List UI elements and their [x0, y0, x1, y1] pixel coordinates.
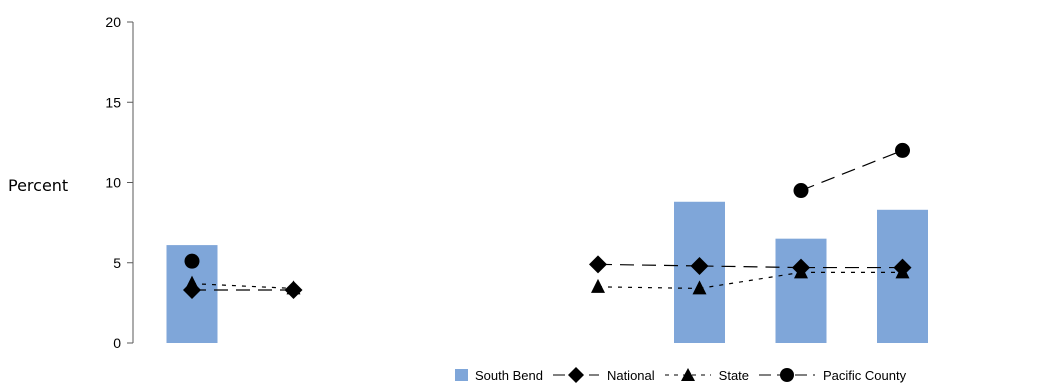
y-axis: 0 5 10 15 20: [105, 14, 134, 351]
legend-label: National: [606, 367, 655, 383]
legend: South Bend National State Pacific County: [455, 366, 914, 384]
series-lines: [191, 149, 903, 291]
legend-item-south-bend: South Bend: [455, 368, 543, 383]
triangle-point: [692, 280, 707, 295]
series-segment: [191, 283, 294, 290]
triangle-point: [185, 275, 199, 290]
y-tick-label: 0: [113, 335, 121, 351]
y-tick-label: 20: [105, 14, 121, 30]
legend-item-pacific-county: Pacific County: [757, 366, 906, 384]
series-segment: [597, 263, 700, 267]
legend-item-national: National: [551, 366, 655, 384]
legend-item-state: State: [663, 366, 749, 384]
y-tick-label: 15: [105, 94, 121, 110]
triangle-point: [591, 278, 605, 293]
series-segment: [800, 149, 903, 192]
triangle-line-icon: [664, 368, 711, 381]
legend-label: State: [718, 367, 750, 383]
diamond-point: [589, 255, 607, 274]
series-segment: [699, 271, 802, 290]
series-segment: [597, 286, 700, 290]
series-markers: [183, 142, 912, 300]
triangle-point: [286, 280, 301, 295]
circle-line-icon: [759, 368, 816, 382]
diamond-point: [690, 256, 709, 275]
triangle-point: [794, 264, 808, 279]
legend-label: South Bend: [475, 367, 543, 383]
bar: [775, 238, 827, 343]
circle-point: [895, 142, 910, 158]
y-tick-label: 10: [105, 175, 121, 191]
y-axis-label: Percent: [8, 176, 69, 195]
bar-swatch-icon: [455, 369, 468, 381]
circle-point: [184, 253, 200, 269]
series-segment: [699, 265, 802, 269]
circle-point: [793, 183, 809, 199]
y-tick-label: 5: [113, 255, 121, 271]
triangle-point: [895, 264, 910, 279]
diamond-line-icon: [552, 367, 599, 383]
legend-label: Pacific County: [823, 367, 907, 383]
